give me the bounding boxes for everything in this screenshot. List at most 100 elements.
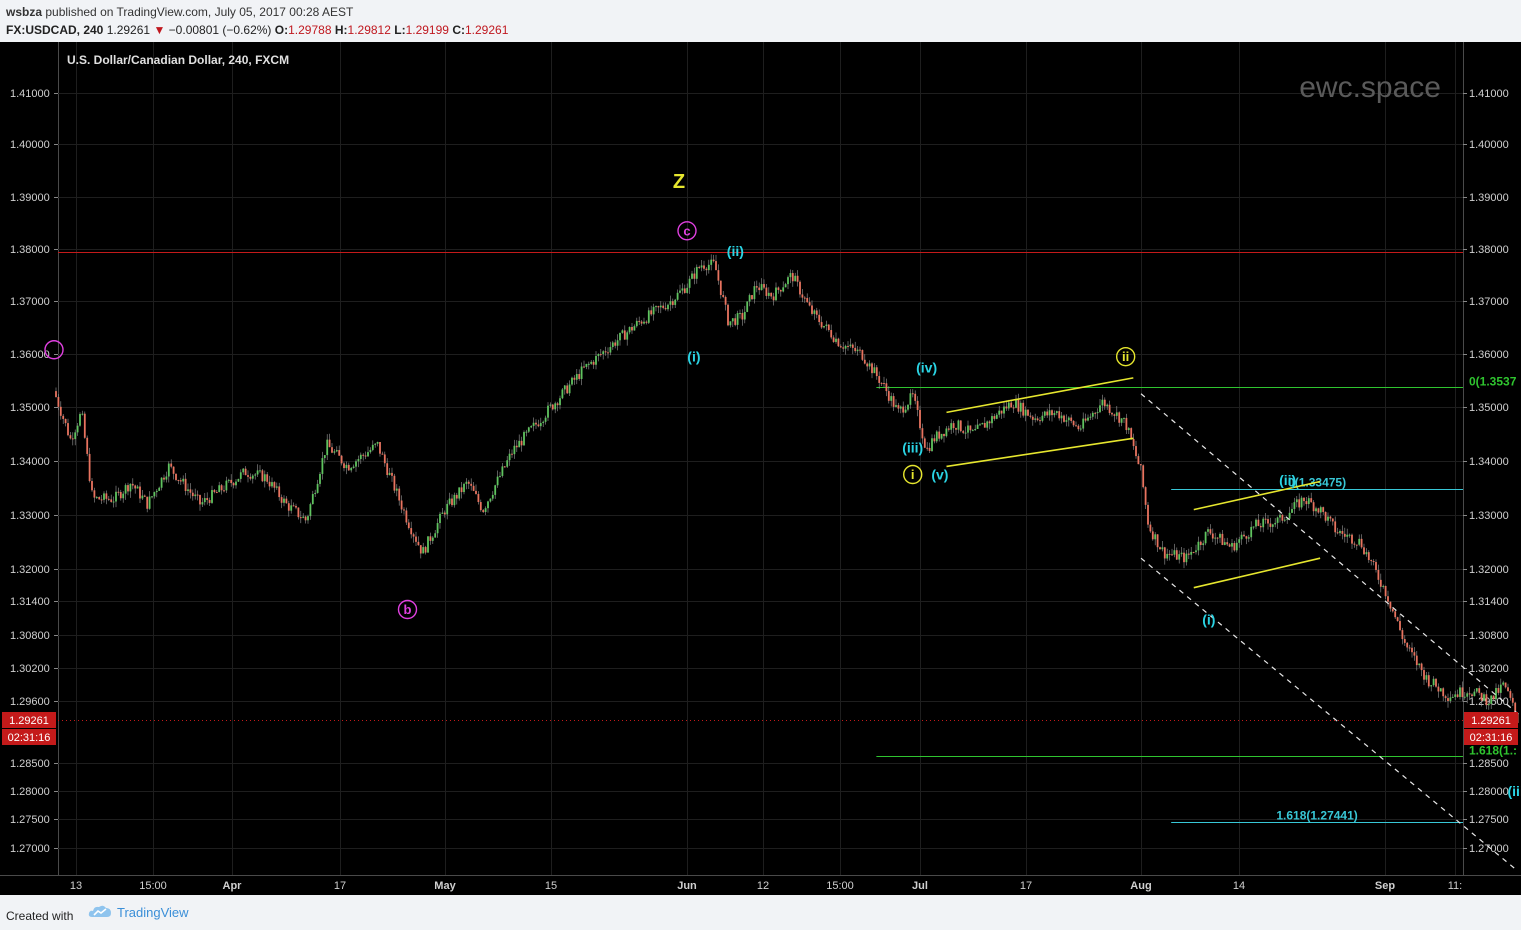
candle <box>638 320 641 322</box>
candle <box>134 485 137 489</box>
candle <box>895 405 897 407</box>
y-tick-label-left: 1.40000 <box>10 139 50 151</box>
candle <box>170 463 173 467</box>
candle <box>472 485 475 491</box>
candle <box>1264 518 1267 520</box>
candle <box>731 318 734 322</box>
candle <box>681 288 684 291</box>
candle <box>914 393 917 401</box>
candle <box>268 481 271 487</box>
candle <box>1274 522 1277 525</box>
candle <box>223 490 225 492</box>
candle <box>556 403 559 406</box>
candle <box>1180 552 1183 555</box>
candle <box>81 413 84 415</box>
candle <box>292 505 295 507</box>
candle <box>1115 412 1118 416</box>
candle <box>59 406 62 416</box>
candle <box>967 425 969 433</box>
candle <box>304 516 307 521</box>
candle <box>1113 414 1116 416</box>
candle <box>1444 696 1447 699</box>
candle <box>1271 524 1274 527</box>
candle <box>314 492 317 495</box>
candle <box>91 481 93 491</box>
candle <box>1185 553 1188 563</box>
candle <box>499 475 501 477</box>
candle <box>554 403 557 410</box>
y-tick-label-left: 1.30200 <box>10 663 50 675</box>
candle <box>523 432 525 446</box>
candle <box>1091 412 1094 417</box>
y-tick-label-right: 1.32000 <box>1469 564 1509 576</box>
y-tick-label-right: 1.31400 <box>1469 596 1509 608</box>
y-tick-label-right: 1.39000 <box>1469 192 1509 204</box>
candle <box>1245 536 1248 539</box>
candle <box>1305 501 1308 505</box>
author-name[interactable]: wsbza <box>6 5 43 19</box>
candle <box>417 541 420 546</box>
candle <box>1466 693 1469 697</box>
candle <box>719 280 722 295</box>
candle <box>902 406 905 413</box>
candle <box>1144 487 1147 505</box>
candle <box>710 259 713 265</box>
candle <box>460 487 463 493</box>
candle <box>892 396 895 407</box>
wave-label-circle <box>44 340 64 360</box>
yellow-trend-line <box>1193 480 1321 511</box>
candle <box>715 261 717 271</box>
candle <box>227 479 230 481</box>
candle <box>386 463 389 475</box>
candle <box>1173 550 1176 555</box>
tradingview-brand[interactable]: TradingView <box>117 905 189 920</box>
x-tick-label: 15 <box>545 880 557 892</box>
price-chart[interactable]: 1.41000 1.41000 1.40000 1.40000 1.39000 1.390… <box>0 42 1521 895</box>
candle <box>1307 498 1310 505</box>
candle <box>1034 418 1037 420</box>
candle <box>832 337 835 342</box>
candle <box>520 440 523 446</box>
symbol-label[interactable]: FX:USDCAD, 240 <box>6 23 104 37</box>
candle <box>1084 418 1087 421</box>
candle <box>537 424 540 427</box>
wave-label-circle <box>1115 346 1136 367</box>
tradingview-cloud-icon[interactable] <box>88 904 112 918</box>
candle <box>302 516 305 518</box>
candle <box>1103 399 1106 407</box>
y-tick-label-right: 1.36000 <box>1469 349 1509 361</box>
candle <box>393 475 396 491</box>
candle <box>621 330 624 333</box>
candle <box>297 507 300 518</box>
candle <box>477 493 480 503</box>
candle <box>491 494 494 499</box>
candle <box>722 294 725 297</box>
candle <box>669 301 672 305</box>
candle <box>247 475 249 477</box>
candle <box>559 398 561 406</box>
candle <box>107 498 110 500</box>
candle <box>945 428 948 437</box>
candle <box>971 430 974 432</box>
candle <box>230 479 233 484</box>
candle <box>1096 412 1099 414</box>
candle <box>943 433 945 437</box>
candle <box>422 547 425 554</box>
candle <box>907 404 909 410</box>
candle <box>1120 418 1123 423</box>
candle <box>1063 415 1065 422</box>
candle <box>1024 409 1027 416</box>
y-tick-label-right: 1.28500 <box>1469 758 1509 770</box>
candle <box>587 363 590 365</box>
low-label: L: <box>394 23 406 37</box>
candle <box>1387 596 1389 602</box>
candle <box>926 447 929 449</box>
y-tick-label-right: 1.34000 <box>1469 456 1509 468</box>
candle <box>475 490 477 494</box>
yellow-trend-line <box>1193 557 1321 589</box>
candle <box>1257 519 1260 526</box>
candle <box>741 313 744 320</box>
candle <box>340 455 343 464</box>
candle <box>1336 532 1339 534</box>
candle <box>1027 409 1029 416</box>
